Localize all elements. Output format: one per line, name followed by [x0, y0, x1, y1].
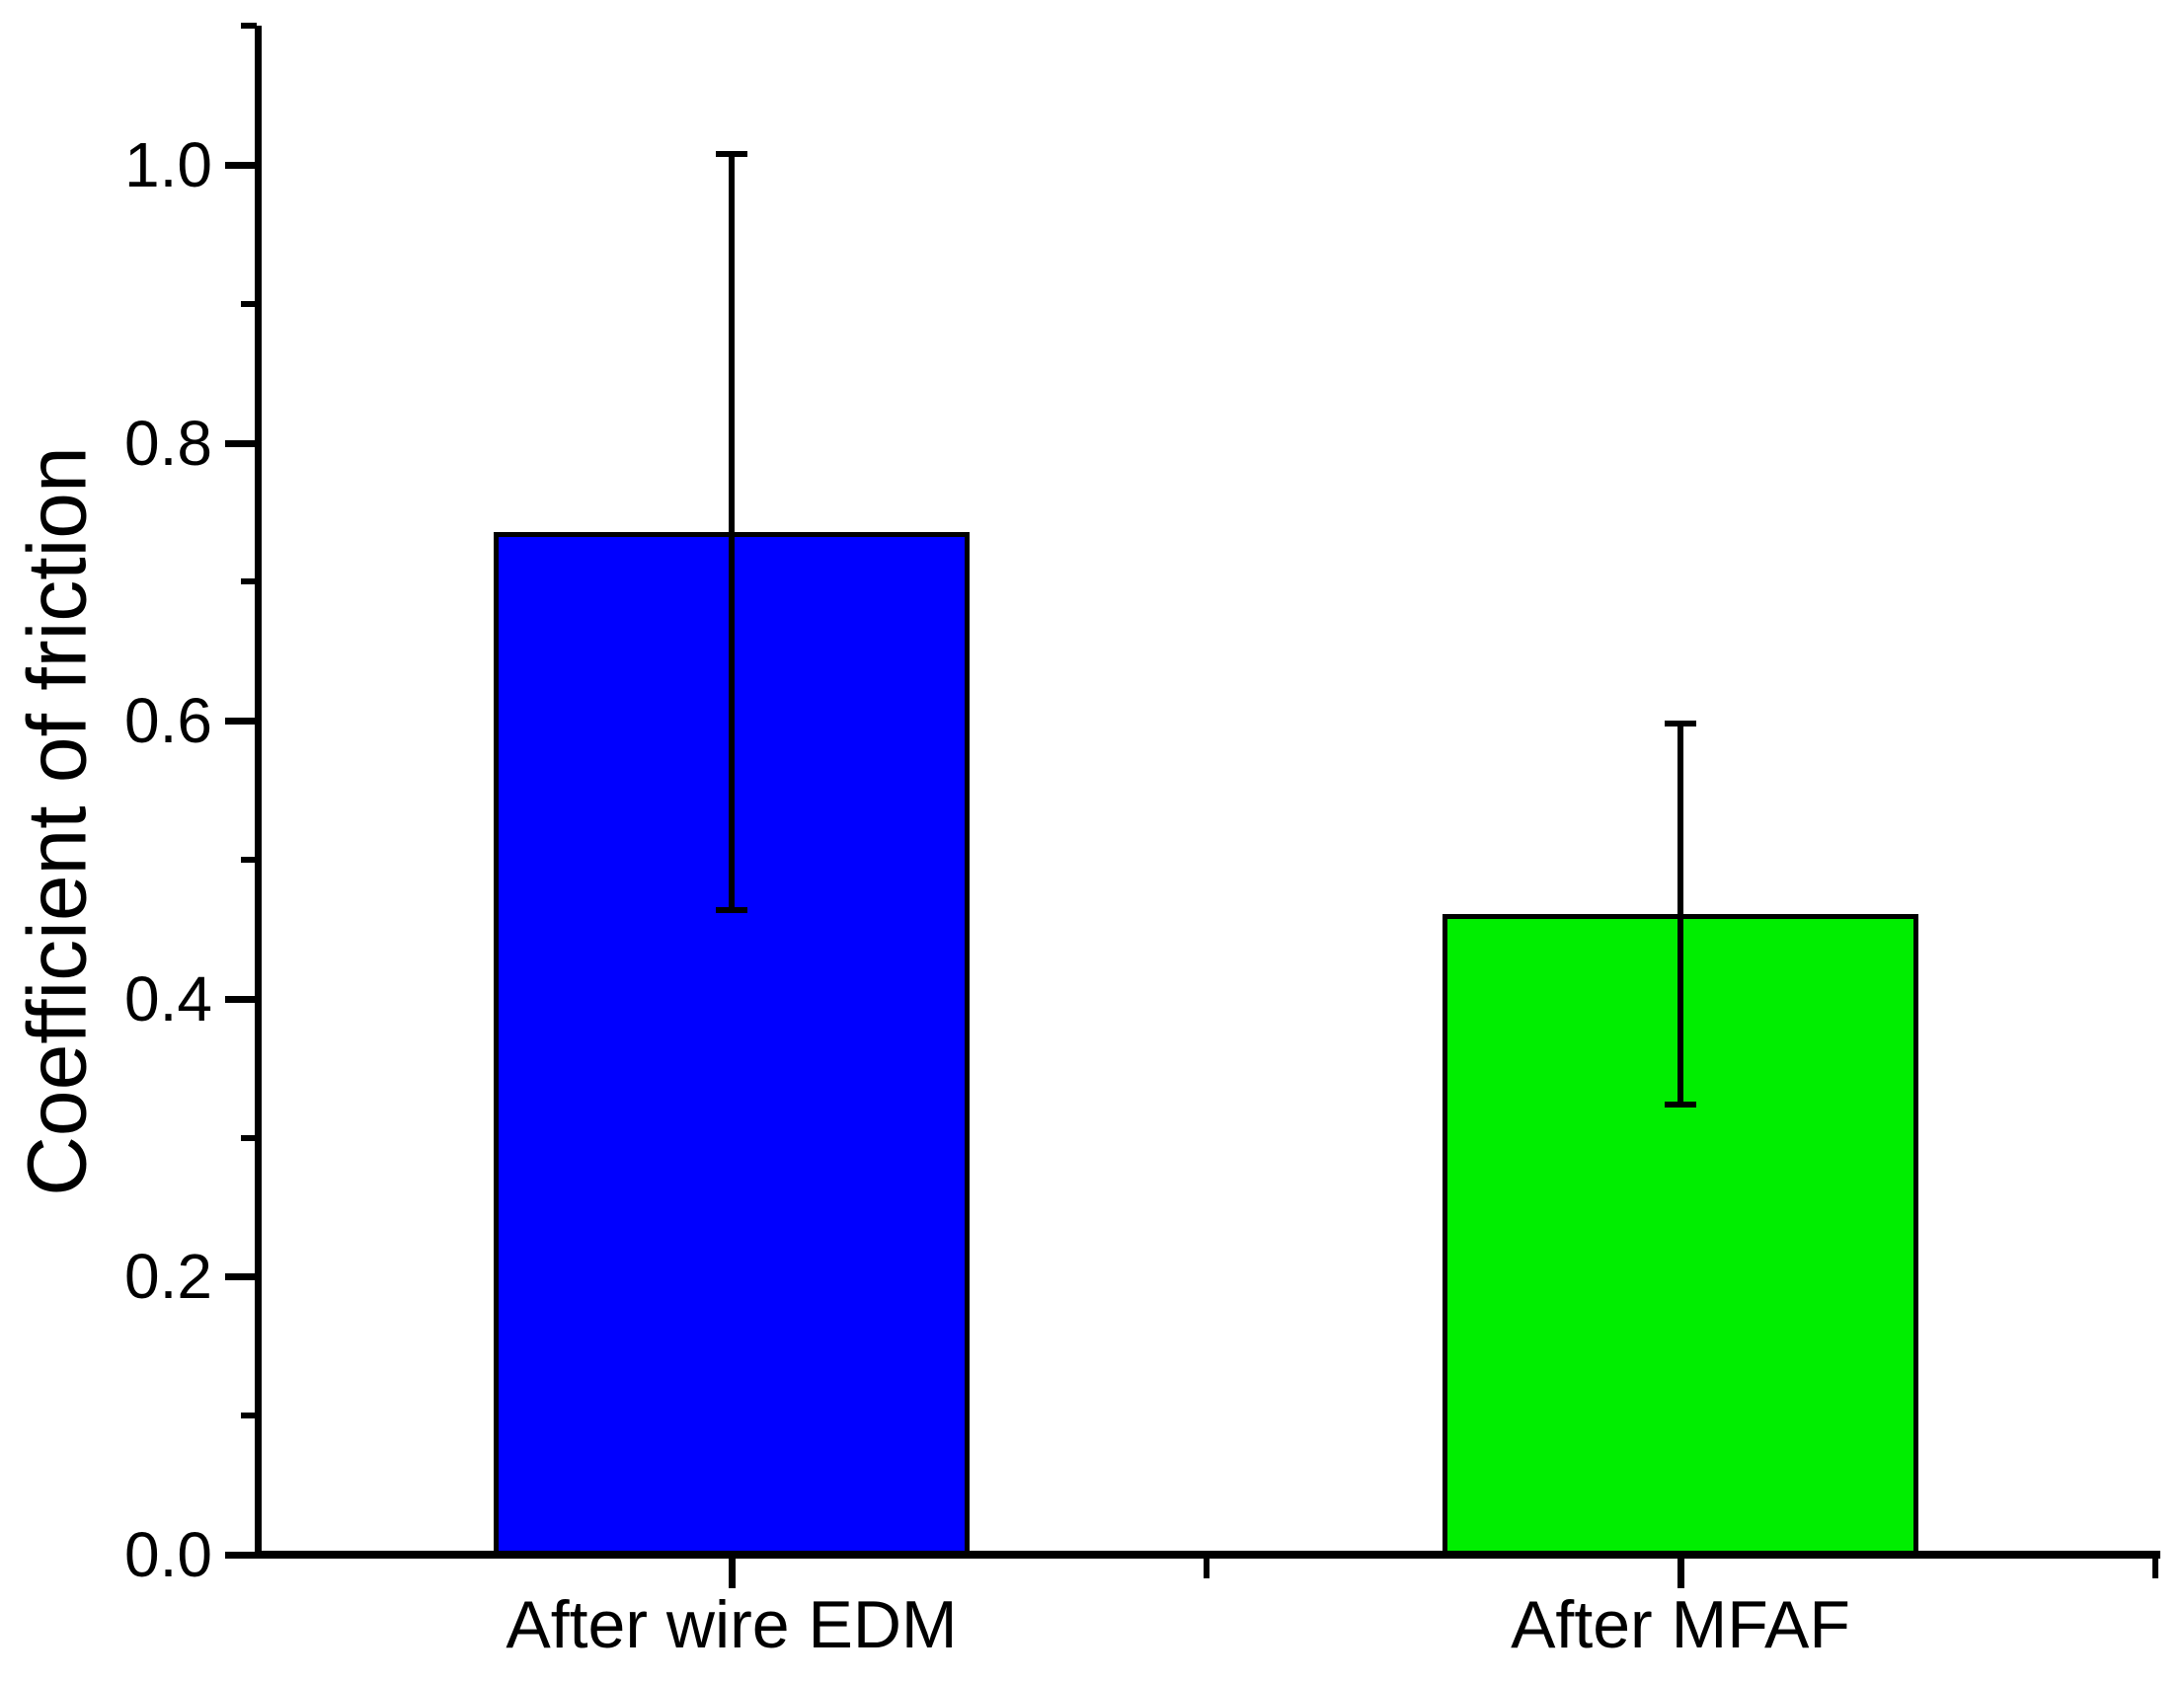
x-axis-line	[255, 1551, 2160, 1559]
y-minor-tick	[241, 857, 257, 863]
x-category-label: After wire EDM	[506, 1587, 958, 1662]
y-major-tick	[225, 1552, 257, 1559]
y-minor-tick	[241, 23, 257, 29]
y-tick-label: 0.2	[124, 1241, 212, 1312]
y-tick-label: 1.0	[124, 129, 212, 200]
x-minor-tick	[2152, 1559, 2158, 1578]
error-bar-line-after-wire-edm	[729, 154, 735, 910]
y-tick-label: 0.6	[124, 685, 212, 756]
y-minor-tick	[241, 578, 257, 584]
error-bar-cap-bottom-after-wire-edm	[716, 907, 747, 913]
x-major-tick	[1677, 1559, 1684, 1588]
y-tick-label: 0.0	[124, 1519, 212, 1590]
x-minor-tick	[1204, 1559, 1209, 1578]
error-bar-cap-top-after-wire-edm	[716, 151, 747, 157]
y-tick-label: 0.8	[124, 408, 212, 479]
y-major-tick	[225, 718, 257, 725]
error-bar-cap-top-after-mfaf	[1665, 721, 1696, 726]
y-minor-tick	[241, 1413, 257, 1418]
x-major-tick	[729, 1559, 736, 1588]
y-axis-line	[255, 26, 262, 1559]
y-major-tick	[225, 162, 257, 169]
y-axis-title: Coefficient of friction	[10, 446, 104, 1196]
error-bar-cap-bottom-after-mfaf	[1665, 1102, 1696, 1108]
y-tick-label: 0.4	[124, 963, 212, 1034]
x-category-label: After MFAF	[1511, 1587, 1850, 1662]
y-minor-tick	[241, 1135, 257, 1141]
error-bar-line-after-mfaf	[1677, 724, 1683, 1105]
y-minor-tick	[241, 301, 257, 307]
y-major-tick	[225, 440, 257, 447]
y-major-tick	[225, 996, 257, 1003]
y-major-tick	[225, 1273, 257, 1280]
